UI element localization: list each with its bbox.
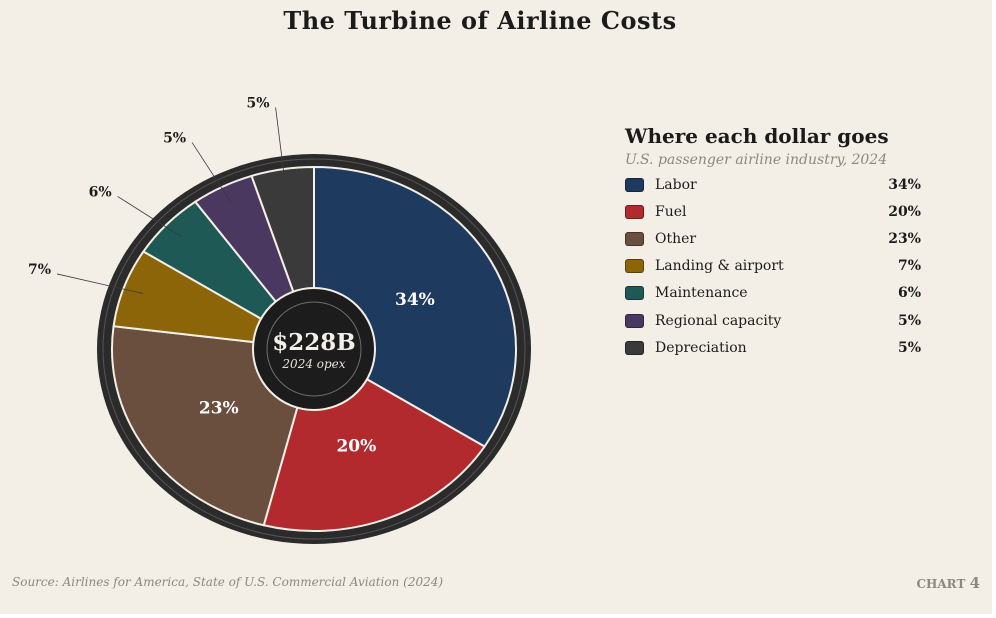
slice-outside-label: 5% <box>247 95 270 111</box>
legend-value: 23% <box>888 230 921 247</box>
outer-ring-groove <box>102 158 526 540</box>
legend-value: 7% <box>897 258 921 275</box>
slice-value-label: 20% <box>336 436 376 456</box>
legend-item: Labor 34% <box>625 171 921 198</box>
center-hub <box>252 287 376 411</box>
center-total-caption: 2024 opex <box>281 357 345 371</box>
legend-label: Labor <box>655 176 697 193</box>
legend-list: Labor 34% Fuel 20% Other 23% Landing & airport… <box>625 171 921 361</box>
legend-label: Maintenance <box>655 285 748 302</box>
legend-swatch <box>625 259 644 274</box>
legend-item: Fuel 20% <box>625 198 921 225</box>
slice-value-label: 34% <box>395 290 435 310</box>
legend-item: Landing & airport 7% <box>625 253 921 280</box>
center-hub-inner-ring <box>266 301 362 397</box>
legend-item: Depreciation 5% <box>625 334 921 361</box>
chart-number-tag: CHART 4 <box>916 574 980 592</box>
legend-value: 20% <box>888 203 921 220</box>
legend-swatch <box>625 204 644 219</box>
center-total-value: $228B <box>272 329 355 356</box>
legend-label: Fuel <box>655 203 687 220</box>
legend-value: 34% <box>888 176 921 193</box>
legend-swatch <box>625 313 644 328</box>
legend-label: Depreciation <box>655 339 747 356</box>
legend-swatch <box>625 286 644 301</box>
slice-outside-label: 7% <box>28 262 51 278</box>
chart-tag-label: CHART <box>916 577 966 591</box>
legend-label: Regional capacity <box>655 312 782 329</box>
leader-line <box>56 273 144 294</box>
slice-value-label: 23% <box>199 398 239 418</box>
legend-value: 5% <box>897 312 921 329</box>
source-note: Source: Airlines for America, State of U… <box>12 575 444 589</box>
legend-value: 6% <box>897 285 921 302</box>
leader-line <box>117 196 182 238</box>
legend-subtitle: U.S. passenger airline industry, 2024 <box>625 152 888 168</box>
leader-line <box>191 142 232 204</box>
legend-title: Where each dollar goes <box>625 124 889 148</box>
leader-line <box>275 107 286 188</box>
chart-title: The Turbine of Airline Costs <box>283 6 677 35</box>
slice-outside-label: 6% <box>89 184 112 200</box>
legend-swatch <box>625 231 644 246</box>
slice-outside-label: 5% <box>163 131 186 147</box>
legend-item: Regional capacity 5% <box>625 307 921 334</box>
legend-swatch <box>625 340 644 355</box>
legend-item: Other 23% <box>625 225 921 252</box>
legend-label: Landing & airport <box>655 258 784 275</box>
legend-item: Maintenance 6% <box>625 280 921 307</box>
legend-label: Other <box>655 230 697 247</box>
legend-swatch <box>625 177 644 192</box>
chart-tag-number: 4 <box>969 574 980 592</box>
legend-value: 5% <box>897 339 921 356</box>
legend: Where each dollar goes U.S. passenger ai… <box>625 124 921 361</box>
